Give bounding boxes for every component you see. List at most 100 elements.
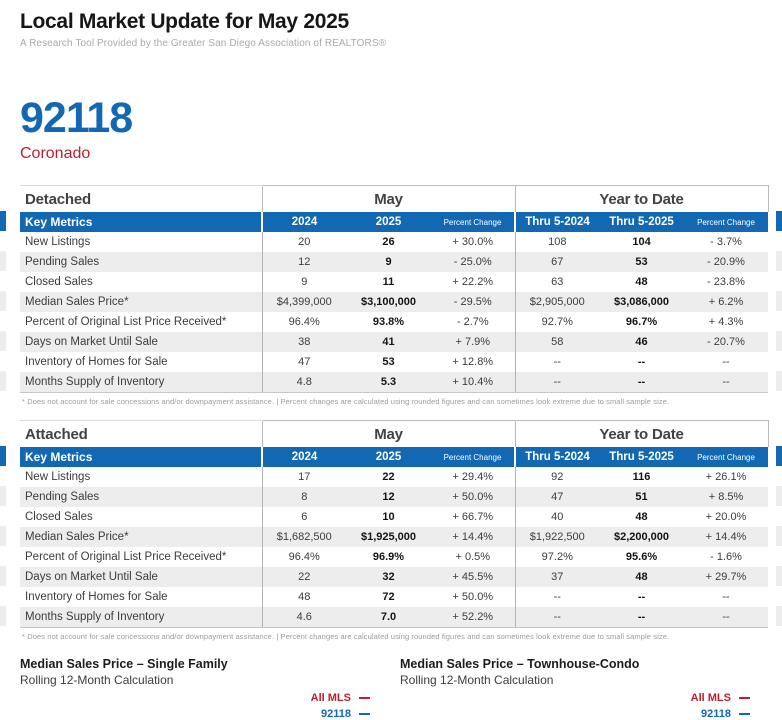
metric-value: - 3.7% (710, 236, 742, 248)
key-metrics-header: Key Metrics (20, 212, 262, 232)
metric-value: 48 (599, 567, 685, 587)
metric-value: 95.6% (625, 551, 658, 563)
column-header-row: Key Metrics 2024 2025 Percent Change Thr… (20, 447, 769, 467)
page-subtitle: A Research Tool Provided by the Greater … (20, 38, 387, 49)
col-header-2025: 2025 (346, 447, 431, 467)
table-row: Days on Market Until Sale 38 41 + 7.9% 58 46-… (20, 332, 769, 352)
metric-value: $2,905,000 (514, 292, 600, 312)
table-row: Percent of Original List Price Received*… (20, 312, 768, 332)
may-group-header: May (261, 420, 516, 447)
col-header-percent-change: Percent Change (684, 212, 769, 232)
section-title: Detached (20, 185, 262, 212)
metric-value: -- (599, 372, 685, 393)
table-row: Median Sales Price* $4,399,000 $3,100,000-… (20, 292, 769, 312)
col-header-2024: 2024 (261, 447, 346, 467)
metric-value: -- (514, 587, 600, 607)
table-row: New Listings 17 22 + 29.4% 92 116 + 26.1% (20, 467, 768, 487)
col-header-thru-2025: Thru 5-2025 (599, 447, 685, 467)
metric-value: 92 (514, 467, 600, 487)
metric-value: 47 (261, 352, 346, 372)
metric-value: $1,925,000 (346, 527, 431, 547)
metric-value: + 50.0% (452, 591, 494, 603)
metric-value: -- (722, 591, 730, 603)
metric-value: -- (514, 607, 600, 628)
metric-value: + 7.9% (431, 332, 516, 352)
metric-label: Months Supply of Inventory (20, 607, 262, 628)
table-footnote: * Does not account for sale concessions … (22, 632, 670, 641)
metric-value: 63 (514, 272, 600, 292)
metric-value: + 14.4% (431, 527, 516, 547)
metric-value: + 0.5% (455, 551, 491, 563)
metric-value: 67 (514, 252, 600, 272)
table-row: Inventory of Homes for Sale 47 53 + 12.8% --… (20, 352, 768, 372)
metric-value: 72 (382, 591, 395, 603)
metric-label: New Listings (25, 236, 91, 248)
metric-value: 96.4% (261, 312, 346, 332)
metric-value: 12 (261, 252, 346, 272)
metric-value: - 29.5% (431, 292, 516, 312)
metric-value: + 4.3% (708, 316, 744, 328)
metric-label: Days on Market Until Sale (20, 567, 262, 587)
metric-value: + 20.0% (705, 511, 747, 523)
group-header-row: Detached May Year to Date (20, 185, 769, 212)
metric-value: 17 (261, 467, 346, 487)
metric-value: - 25.0% (431, 252, 516, 272)
metric-label: Pending Sales (20, 487, 262, 507)
legend-line-icon (739, 713, 750, 716)
key-metrics-header: Key Metrics (20, 447, 262, 467)
metric-value: -- (684, 607, 769, 628)
metric-value: 7.0 (346, 607, 431, 628)
table-row: Months Supply of Inventory 4.8 5.3 + 10.4% -… (20, 372, 769, 393)
col-header-thru-2024: Thru 5-2024 (514, 212, 600, 232)
col-header-2024: 2024 (261, 212, 346, 232)
area-name: Coronado (20, 145, 91, 162)
metric-value: + 52.2% (431, 607, 516, 628)
table-row: Closed Sales 9 11 + 22.2% 63 48 - 23.8% (20, 272, 768, 292)
metric-value: - 20.9% (684, 252, 769, 272)
metric-value: + 45.5% (431, 567, 516, 587)
chart-subtitle: Rolling 12-Month Calculation (20, 673, 174, 687)
col-header-2025: 2025 (346, 212, 431, 232)
legend-line-icon (359, 713, 370, 716)
zip-code: 92118 (20, 94, 133, 142)
metric-value: 51 (599, 487, 685, 507)
metric-value: 22 (261, 567, 346, 587)
legend-line-icon (739, 697, 750, 700)
legend-item-zip: 92118 (20, 706, 370, 720)
metric-value: + 14.4% (684, 527, 769, 547)
metric-value: 9 (261, 272, 346, 292)
metric-value: -- (684, 372, 769, 393)
townhouse-condo-chart-header: Median Sales Price – Townhouse-Condo Rol… (400, 657, 756, 720)
col-header-percent-change: Percent Change (431, 212, 516, 232)
metric-value: 104 (632, 236, 651, 248)
section-title: Attached (20, 420, 262, 447)
metric-value: + 29.7% (684, 567, 769, 587)
table-row: Median Sales Price* $1,682,500 $1,925,000 +… (20, 527, 769, 547)
metric-value: -- (599, 607, 685, 628)
metric-label: Pending Sales (20, 252, 262, 272)
col-header-percent-change: Percent Change (431, 447, 516, 467)
single-family-chart-header: Median Sales Price – Single Family Rolli… (20, 657, 376, 720)
col-header-thru-2024: Thru 5-2024 (514, 447, 600, 467)
metric-value: $1,922,500 (514, 527, 600, 547)
metric-value: + 26.1% (705, 471, 747, 483)
metric-value: 97.2% (514, 547, 600, 567)
metric-value: 116 (632, 471, 651, 483)
table-row: Inventory of Homes for Sale 48 72 + 50.0% --… (20, 587, 768, 607)
table-row: Pending Sales 12 9- 25.0% 67 53- 20.9% (20, 252, 769, 272)
metric-value: 92.7% (514, 312, 600, 332)
metric-value: 22 (382, 471, 395, 483)
table-row: New Listings 20 26 + 30.0% 108 104 - 3.7% (20, 232, 768, 252)
metric-value: 47 (514, 487, 600, 507)
metric-label: Closed Sales (25, 276, 93, 288)
group-header-row: Attached May Year to Date (20, 420, 769, 447)
chart-title: Median Sales Price – Single Family (20, 657, 228, 671)
metric-value: 46 (599, 332, 685, 352)
metric-label: Median Sales Price* (20, 292, 262, 312)
table-row: Months Supply of Inventory 4.6 7.0 + 52.2% -… (20, 607, 769, 628)
metric-label: Percent of Original List Price Received* (25, 551, 227, 563)
metric-value: 93.8% (372, 316, 405, 328)
chart-headers-row: Median Sales Price – Single Family Rolli… (20, 657, 762, 720)
metric-value: 40 (514, 507, 600, 527)
metric-value: 108 (514, 232, 600, 252)
